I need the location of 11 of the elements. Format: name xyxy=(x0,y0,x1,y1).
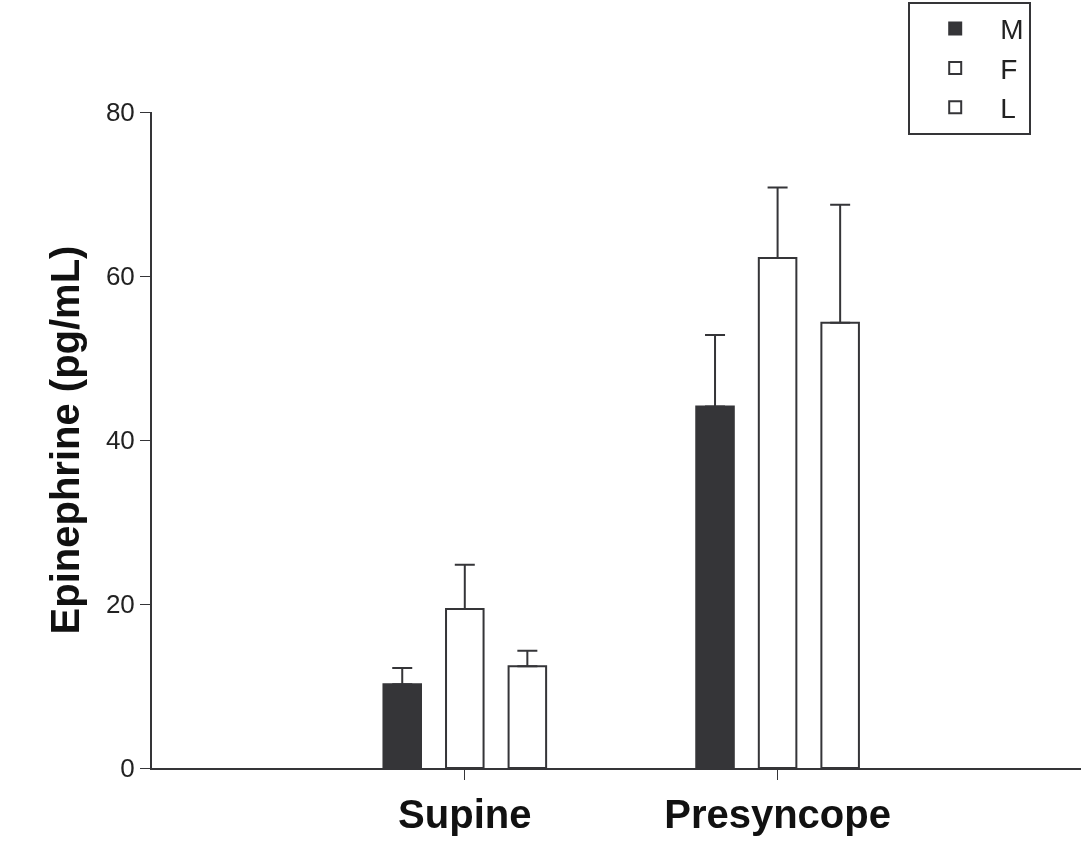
y-tick-label: 80 xyxy=(105,97,135,128)
legend-label: F xyxy=(1000,53,1018,85)
y-axis-title: Epinephrine (pg/mL) xyxy=(42,245,87,635)
x-tick-label: Supine xyxy=(398,792,532,836)
y-tick-label: 0 xyxy=(120,753,135,784)
legend-label: M xyxy=(1000,14,1024,46)
x-tick-label: Presyncope xyxy=(664,792,891,836)
y-tick-label: 60 xyxy=(105,261,135,292)
y-tick-label: 20 xyxy=(105,589,135,620)
legend-label: L xyxy=(1000,93,1016,125)
y-tick-label: 40 xyxy=(105,425,135,456)
